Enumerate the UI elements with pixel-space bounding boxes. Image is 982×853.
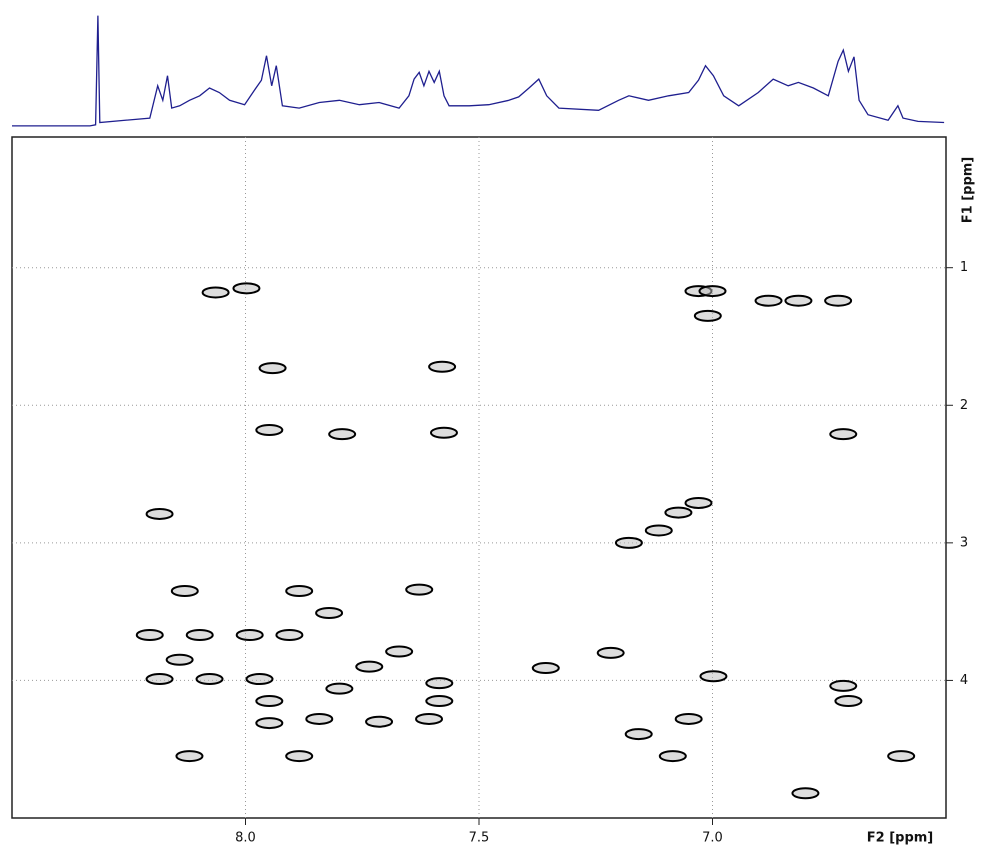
- x-tick-label: 7.0: [702, 831, 723, 846]
- cross-peak: [531, 662, 560, 675]
- cross-peak: [365, 715, 394, 728]
- cross-peak: [658, 750, 687, 763]
- y-tick-label: 1: [960, 260, 968, 275]
- cross-peak: [135, 629, 164, 642]
- cross-peak: [614, 536, 643, 549]
- cross-peak: [684, 496, 713, 509]
- cross-peak: [145, 673, 174, 686]
- cross-peak: [824, 294, 853, 307]
- cross-peak: [674, 712, 703, 725]
- cross-peak: [170, 585, 199, 597]
- cross-peak: [693, 309, 722, 322]
- y-tick-label: 2: [960, 398, 968, 413]
- cross-peak: [834, 695, 863, 708]
- cross-peak: [425, 677, 454, 690]
- cross-peak: [315, 607, 344, 620]
- spectrum-line: [12, 15, 945, 127]
- cross-peak: [385, 645, 414, 658]
- cross-peak: [175, 750, 204, 763]
- cross-peak: [624, 728, 653, 741]
- cross-peak: [699, 670, 728, 683]
- cross-peak: [596, 646, 625, 659]
- cross-peak: [285, 750, 314, 763]
- cross-peak: [754, 294, 783, 307]
- cross-peak: [165, 653, 194, 666]
- cross-peak: [698, 285, 727, 298]
- cross-peak: [428, 360, 457, 373]
- cross-peak: [664, 506, 693, 519]
- x-axis-label: F2 [ppm]: [867, 831, 934, 846]
- cross-peak: [644, 524, 673, 537]
- cross-peak: [355, 660, 384, 673]
- cross-peak: [258, 362, 287, 375]
- x-tick-label: 8.0: [235, 831, 256, 846]
- y-tick-label: 4: [960, 673, 968, 688]
- x-tick-label: 7.5: [469, 831, 490, 846]
- cross-peak: [328, 428, 357, 441]
- cross-peak: [145, 507, 174, 520]
- cross-peak: [415, 712, 444, 725]
- cross-peak: [185, 629, 214, 642]
- y-tick-label: 3: [960, 535, 968, 550]
- cross-peak: [305, 712, 334, 725]
- cross-peak: [255, 717, 284, 730]
- y-axis-label: F1 [ppm]: [961, 157, 976, 224]
- cross-peak: [429, 426, 458, 439]
- cross-peak: [232, 282, 261, 295]
- cross-peak: [201, 286, 230, 299]
- cross-peak: [405, 583, 434, 596]
- cross-peak: [829, 428, 858, 441]
- cross-peak: [829, 679, 858, 692]
- cross-peak: [245, 673, 274, 686]
- cross-peak: [275, 629, 304, 642]
- cross-peak: [791, 787, 820, 800]
- cross-peak: [255, 424, 284, 437]
- cross-peak: [255, 695, 284, 708]
- cross-peak: [887, 750, 916, 763]
- cross-peak: [195, 673, 224, 686]
- cross-peak: [784, 294, 813, 307]
- cross-peak: [425, 695, 454, 708]
- cross-peak: [325, 682, 354, 695]
- cross-peak: [285, 585, 314, 597]
- cross-peak: [235, 629, 264, 642]
